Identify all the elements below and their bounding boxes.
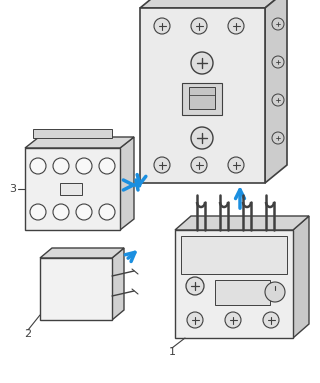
Circle shape [225,312,241,328]
Bar [33,129,112,138]
Text: 2: 2 [24,329,32,339]
Circle shape [53,158,69,174]
Circle shape [191,18,207,34]
Bar [181,236,287,274]
Circle shape [265,282,285,302]
Bar [175,230,293,338]
Bar [40,258,112,320]
Bar [189,87,215,109]
Polygon shape [175,216,309,230]
Circle shape [30,158,46,174]
Circle shape [272,56,284,68]
Circle shape [191,157,207,173]
Circle shape [187,312,203,328]
Circle shape [272,94,284,106]
Text: 1: 1 [169,347,175,357]
Bar [140,8,265,183]
Circle shape [191,52,213,74]
Bar [182,83,222,115]
Bar [60,183,82,195]
Circle shape [99,158,115,174]
Polygon shape [112,248,124,320]
Polygon shape [120,137,134,230]
Circle shape [263,312,279,328]
Polygon shape [293,216,309,338]
Polygon shape [40,248,124,258]
Circle shape [76,204,92,220]
Circle shape [154,18,170,34]
Bar [215,280,270,305]
Circle shape [228,18,244,34]
Circle shape [53,204,69,220]
Polygon shape [25,137,134,148]
Bar [25,148,120,230]
Circle shape [154,157,170,173]
Circle shape [30,204,46,220]
Circle shape [272,132,284,144]
Polygon shape [265,0,287,183]
Text: 3: 3 [10,184,17,194]
Circle shape [228,157,244,173]
Circle shape [186,277,204,295]
Circle shape [76,158,92,174]
Circle shape [272,18,284,30]
Circle shape [191,127,213,149]
Circle shape [99,204,115,220]
Polygon shape [140,0,287,8]
